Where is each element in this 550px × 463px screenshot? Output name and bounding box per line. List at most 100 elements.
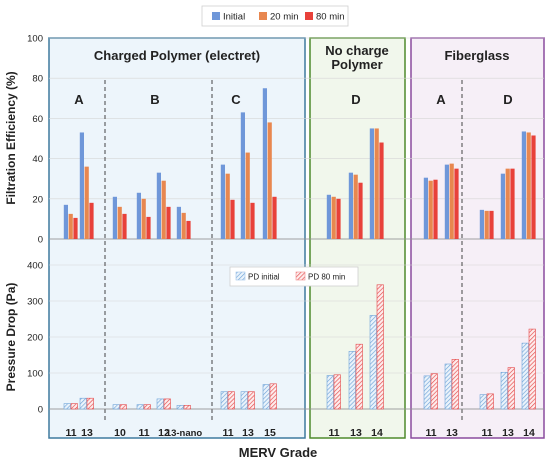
eff-bar-20-min-15 — [484, 210, 489, 239]
legend-top-swatch-2 — [259, 12, 267, 20]
pd-bar-initial-12 — [369, 315, 377, 410]
eff-bar-20-min-1 — [68, 213, 73, 239]
eff-bar-initial-12 — [369, 128, 374, 239]
pd-tick-label-200: 200 — [27, 333, 43, 344]
x-tick-label-3: 10 — [114, 427, 126, 439]
pd-bar-80min-16 — [507, 367, 515, 410]
pd-bar-initial-11 — [348, 351, 356, 410]
eff-bar-20-min-8 — [245, 152, 250, 239]
legend-bottom-label-2: PD 80 min — [308, 273, 345, 282]
x-tick-label-12: 14 — [371, 427, 383, 439]
eff-bar-initial-9 — [262, 88, 267, 239]
eff-bar-80-min-12 — [379, 142, 384, 239]
x-tick-label-10: 11 — [328, 427, 339, 439]
pd-bar-initial-8 — [240, 391, 248, 410]
eff-bar-initial-4 — [136, 192, 141, 239]
eff-tick-label-80: 80 — [32, 74, 43, 85]
x-tick-label-5: 12 — [158, 427, 170, 439]
pd-bar-80min-7 — [227, 391, 235, 410]
eff-bar-80-min-16 — [510, 168, 515, 239]
eff-bar-20-min-16 — [505, 168, 510, 239]
legend-top-label-3: 80 min — [316, 12, 345, 23]
eff-bar-80-min-14 — [454, 168, 459, 239]
eff-bar-80-min-8 — [250, 202, 255, 239]
eff-bar-initial-5 — [156, 172, 161, 239]
panel-title-1-line-1: Charged Polymer (electret) — [94, 48, 260, 63]
legend-top-label-1: Initial — [223, 12, 245, 23]
eff-bar-initial-8 — [240, 112, 245, 239]
x-tick-label-16: 13 — [502, 427, 514, 439]
pd-bar-initial-15 — [479, 394, 487, 410]
eff-bar-20-min-7 — [225, 173, 230, 239]
pd-bar-80min-8 — [247, 391, 255, 410]
pd-bar-initial-1 — [63, 403, 71, 410]
eff-bar-initial-7 — [220, 164, 225, 239]
eff-bar-initial-13 — [423, 177, 428, 239]
eff-bar-20-min-11 — [353, 174, 358, 239]
eff-bar-initial-15 — [479, 209, 484, 239]
pd-bar-initial-4 — [136, 404, 144, 410]
x-tick-label-2: 13 — [81, 427, 93, 439]
eff-bar-20-min-2 — [84, 166, 89, 239]
pd-bar-80min-15 — [486, 393, 494, 410]
eff-bar-20-min-14 — [449, 163, 454, 239]
eff-tick-label-40: 40 — [32, 154, 43, 165]
x-tick-label-8: 13 — [242, 427, 254, 439]
eff-bar-initial-2 — [79, 132, 84, 239]
pd-bar-initial-6 — [176, 405, 184, 410]
eff-bar-80-min-7 — [230, 199, 235, 239]
group-label-5: A — [436, 92, 446, 107]
panel-title-3-line-1: Fiberglass — [444, 48, 509, 63]
eff-bar-80-min-13 — [433, 179, 438, 239]
eff-bar-80-min-2 — [89, 202, 94, 239]
eff-bar-20-min-6 — [181, 212, 186, 239]
legend-bottom-swatch-1 — [235, 271, 246, 281]
pd-tick-label-0: 0 — [38, 405, 43, 416]
legend-top-swatch-1 — [212, 12, 220, 20]
eff-tick-label-20: 20 — [32, 194, 43, 205]
eff-tick-label-60: 60 — [32, 114, 43, 125]
group-label-3: C — [231, 92, 241, 107]
eff-tick-label-100: 100 — [27, 34, 43, 45]
pd-bar-initial-13 — [423, 375, 431, 410]
eff-axis-label: Filtration Efficiency (%) — [4, 71, 18, 204]
pd-bar-initial-3 — [112, 404, 120, 410]
pd-bar-initial-16 — [500, 371, 508, 410]
pd-bar-80min-6 — [183, 405, 191, 410]
eff-bar-80-min-6 — [186, 220, 191, 239]
group-label-6: D — [503, 92, 512, 107]
pd-tick-label-100: 100 — [27, 369, 43, 380]
x-tick-label-7: 11 — [222, 427, 233, 439]
eff-bar-80-min-3 — [122, 213, 127, 239]
eff-bar-20-min-9 — [267, 122, 272, 239]
pd-bar-initial-14 — [444, 363, 452, 410]
group-label-2: B — [150, 92, 159, 107]
eff-bar-initial-11 — [348, 172, 353, 239]
eff-bar-80-min-17 — [531, 135, 536, 239]
eff-bar-20-min-13 — [428, 180, 433, 239]
eff-bar-80-min-1 — [73, 217, 78, 239]
pd-bar-80min-17 — [528, 328, 536, 410]
pd-bar-80min-11 — [355, 343, 363, 410]
pd-bar-initial-10 — [326, 375, 334, 410]
pd-bar-initial-17 — [521, 342, 529, 410]
legend-top-label-2: 20 min — [270, 12, 299, 23]
x-tick-label-14: 13 — [446, 427, 458, 439]
eff-bar-20-min-4 — [141, 198, 146, 239]
pd-bar-80min-3 — [119, 404, 127, 410]
x-tick-label-6: 13-nano — [166, 428, 203, 439]
legend-bottom-swatch-2 — [295, 271, 306, 281]
eff-bar-80-min-9 — [272, 196, 277, 239]
pd-bar-80min-14 — [451, 359, 459, 410]
pd-bar-initial-7 — [220, 391, 228, 410]
pd-bar-80min-13 — [430, 373, 438, 410]
eff-bar-initial-17 — [521, 131, 526, 239]
x-tick-label-13: 11 — [425, 427, 436, 439]
eff-bar-20-min-17 — [526, 132, 531, 239]
eff-bar-20-min-5 — [161, 180, 166, 239]
eff-tick-label-0: 0 — [38, 235, 43, 246]
eff-bar-initial-1 — [63, 204, 68, 239]
eff-bar-initial-3 — [112, 196, 117, 239]
pd-bar-initial-5 — [156, 398, 164, 410]
